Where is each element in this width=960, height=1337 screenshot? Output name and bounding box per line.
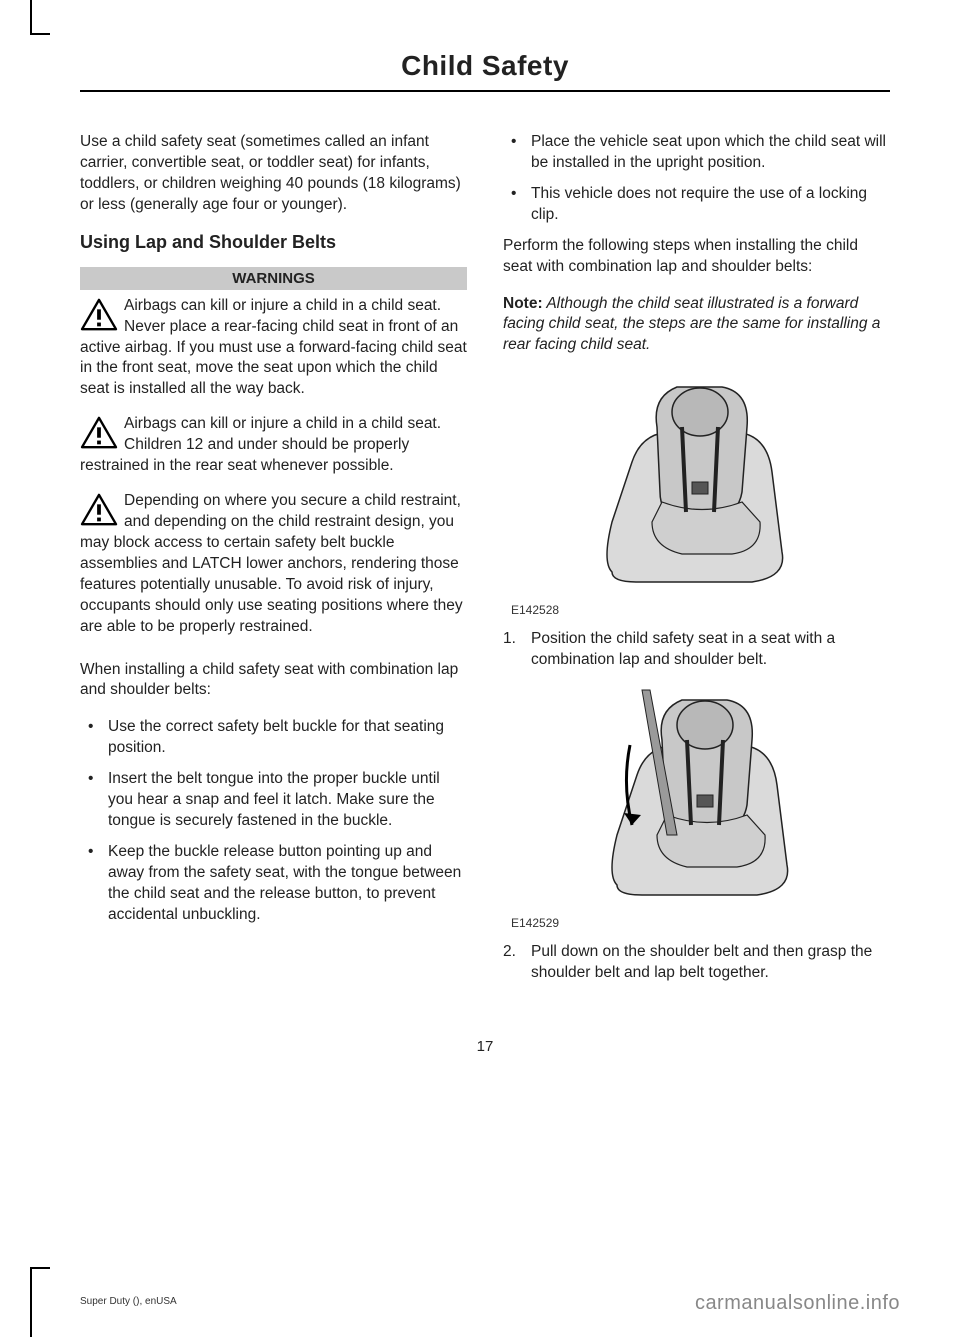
crop-mark-tl: [30, 0, 50, 35]
step-number: 1.: [503, 629, 516, 650]
step-1-text: Position the child safety seat in a seat…: [531, 630, 835, 668]
figure-2-caption: E142529: [511, 916, 890, 930]
crop-mark-bl: [30, 1267, 50, 1337]
perform-paragraph: Perform the following steps when install…: [503, 236, 890, 278]
warning-1-text: Airbags can kill or injure a child in a …: [80, 297, 467, 398]
header-rule: [80, 90, 890, 92]
footer-left-text: Super Duty (), enUSA: [80, 1296, 177, 1307]
step-2-text: Pull down on the shoulder belt and then …: [531, 943, 872, 981]
page-number: 17: [80, 1038, 890, 1055]
page-content: Child Safety Use a child safety seat (so…: [0, 0, 960, 1115]
right-column: Place the vehicle seat upon which the ch…: [503, 132, 890, 998]
two-column-layout: Use a child safety seat (sometimes calle…: [80, 132, 890, 998]
note-body: Although the child seat illustrated is a…: [503, 295, 880, 354]
warning-2-text: Airbags can kill or injure a child in a …: [80, 415, 441, 474]
list-item: Place the vehicle seat upon which the ch…: [531, 132, 890, 174]
figure-1-caption: E142528: [511, 603, 890, 617]
warning-3-text: Depending on where you secure a child re…: [80, 492, 463, 635]
numbered-steps-1: 1. Position the child safety seat in a s…: [503, 629, 890, 671]
note-label: Note:: [503, 295, 543, 312]
child-seat-illustration-2: [572, 685, 822, 905]
warning-triangle-icon: [80, 298, 118, 332]
left-column: Use a child safety seat (sometimes calle…: [80, 132, 467, 998]
left-bullet-list: Use the correct safety belt buckle for t…: [80, 717, 467, 925]
step-2: 2. Pull down on the shoulder belt and th…: [531, 942, 890, 984]
warning-triangle-icon: [80, 493, 118, 527]
warning-triangle-icon: [80, 416, 118, 450]
numbered-steps-2: 2. Pull down on the shoulder belt and th…: [503, 942, 890, 984]
intro-paragraph: Use a child safety seat (sometimes calle…: [80, 132, 467, 216]
section-heading: Using Lap and Shoulder Belts: [80, 232, 467, 253]
child-seat-illustration-1: [582, 372, 812, 592]
figure-1: [503, 372, 890, 597]
list-item: Keep the buckle release button pointing …: [108, 842, 467, 926]
warning-2: Airbags can kill or injure a child in a …: [80, 414, 467, 477]
list-item: Insert the belt tongue into the proper b…: [108, 769, 467, 832]
right-bullet-list: Place the vehicle seat upon which the ch…: [503, 132, 890, 226]
step-1: 1. Position the child safety seat in a s…: [531, 629, 890, 671]
install-intro: When installing a child safety seat with…: [80, 660, 467, 702]
page-title: Child Safety: [80, 50, 890, 82]
footer-right-watermark: carmanualsonline.info: [695, 1292, 900, 1315]
figure-2: [503, 685, 890, 910]
warning-1: Airbags can kill or injure a child in a …: [80, 296, 467, 401]
list-item: This vehicle does not require the use of…: [531, 184, 890, 226]
warning-3: Depending on where you secure a child re…: [80, 491, 467, 637]
step-number: 2.: [503, 942, 516, 963]
list-item: Use the correct safety belt buckle for t…: [108, 717, 467, 759]
warnings-header: WARNINGS: [80, 267, 467, 290]
note-paragraph: Note: Although the child seat illustrate…: [503, 294, 890, 357]
